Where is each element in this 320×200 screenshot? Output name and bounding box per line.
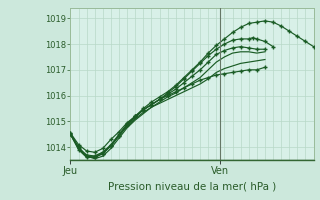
X-axis label: Pression niveau de la mer( hPa ): Pression niveau de la mer( hPa ) <box>108 181 276 191</box>
